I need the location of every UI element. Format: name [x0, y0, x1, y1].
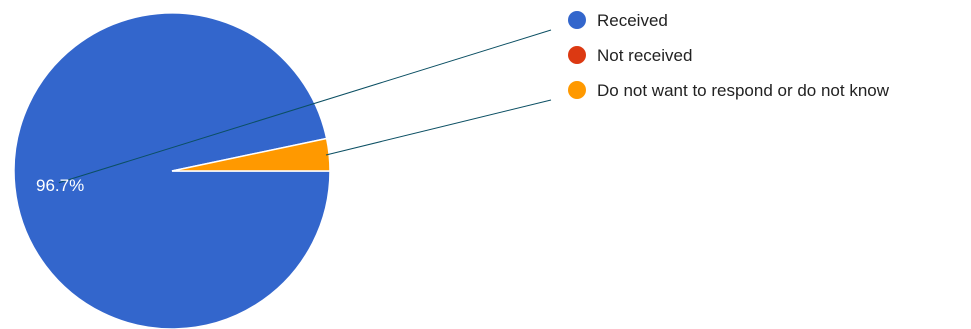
data-label-received-percent: 96.7%	[36, 176, 84, 195]
data-labels: 96.7%	[36, 176, 84, 195]
leader-line-do-not-want-to-respond-or-do-not-know	[325, 99, 552, 156]
legend-label-received: Received	[597, 11, 668, 30]
legend-marker-not-received	[568, 46, 586, 64]
legend-marker-do-not-want-to-respond-or-do-not-know	[568, 81, 586, 99]
leader-lines	[58, 29, 552, 184]
pie-slices	[13, 12, 331, 329]
legend: Received Not received Do not want to respo…	[568, 11, 890, 100]
leader-line-received	[58, 29, 552, 184]
legend-label-not-received: Not received	[597, 46, 692, 65]
legend-label-do-not-want-to-respond-or-do-not-know: Do not want to respond or do not know	[597, 81, 890, 100]
legend-marker-received	[568, 11, 586, 29]
